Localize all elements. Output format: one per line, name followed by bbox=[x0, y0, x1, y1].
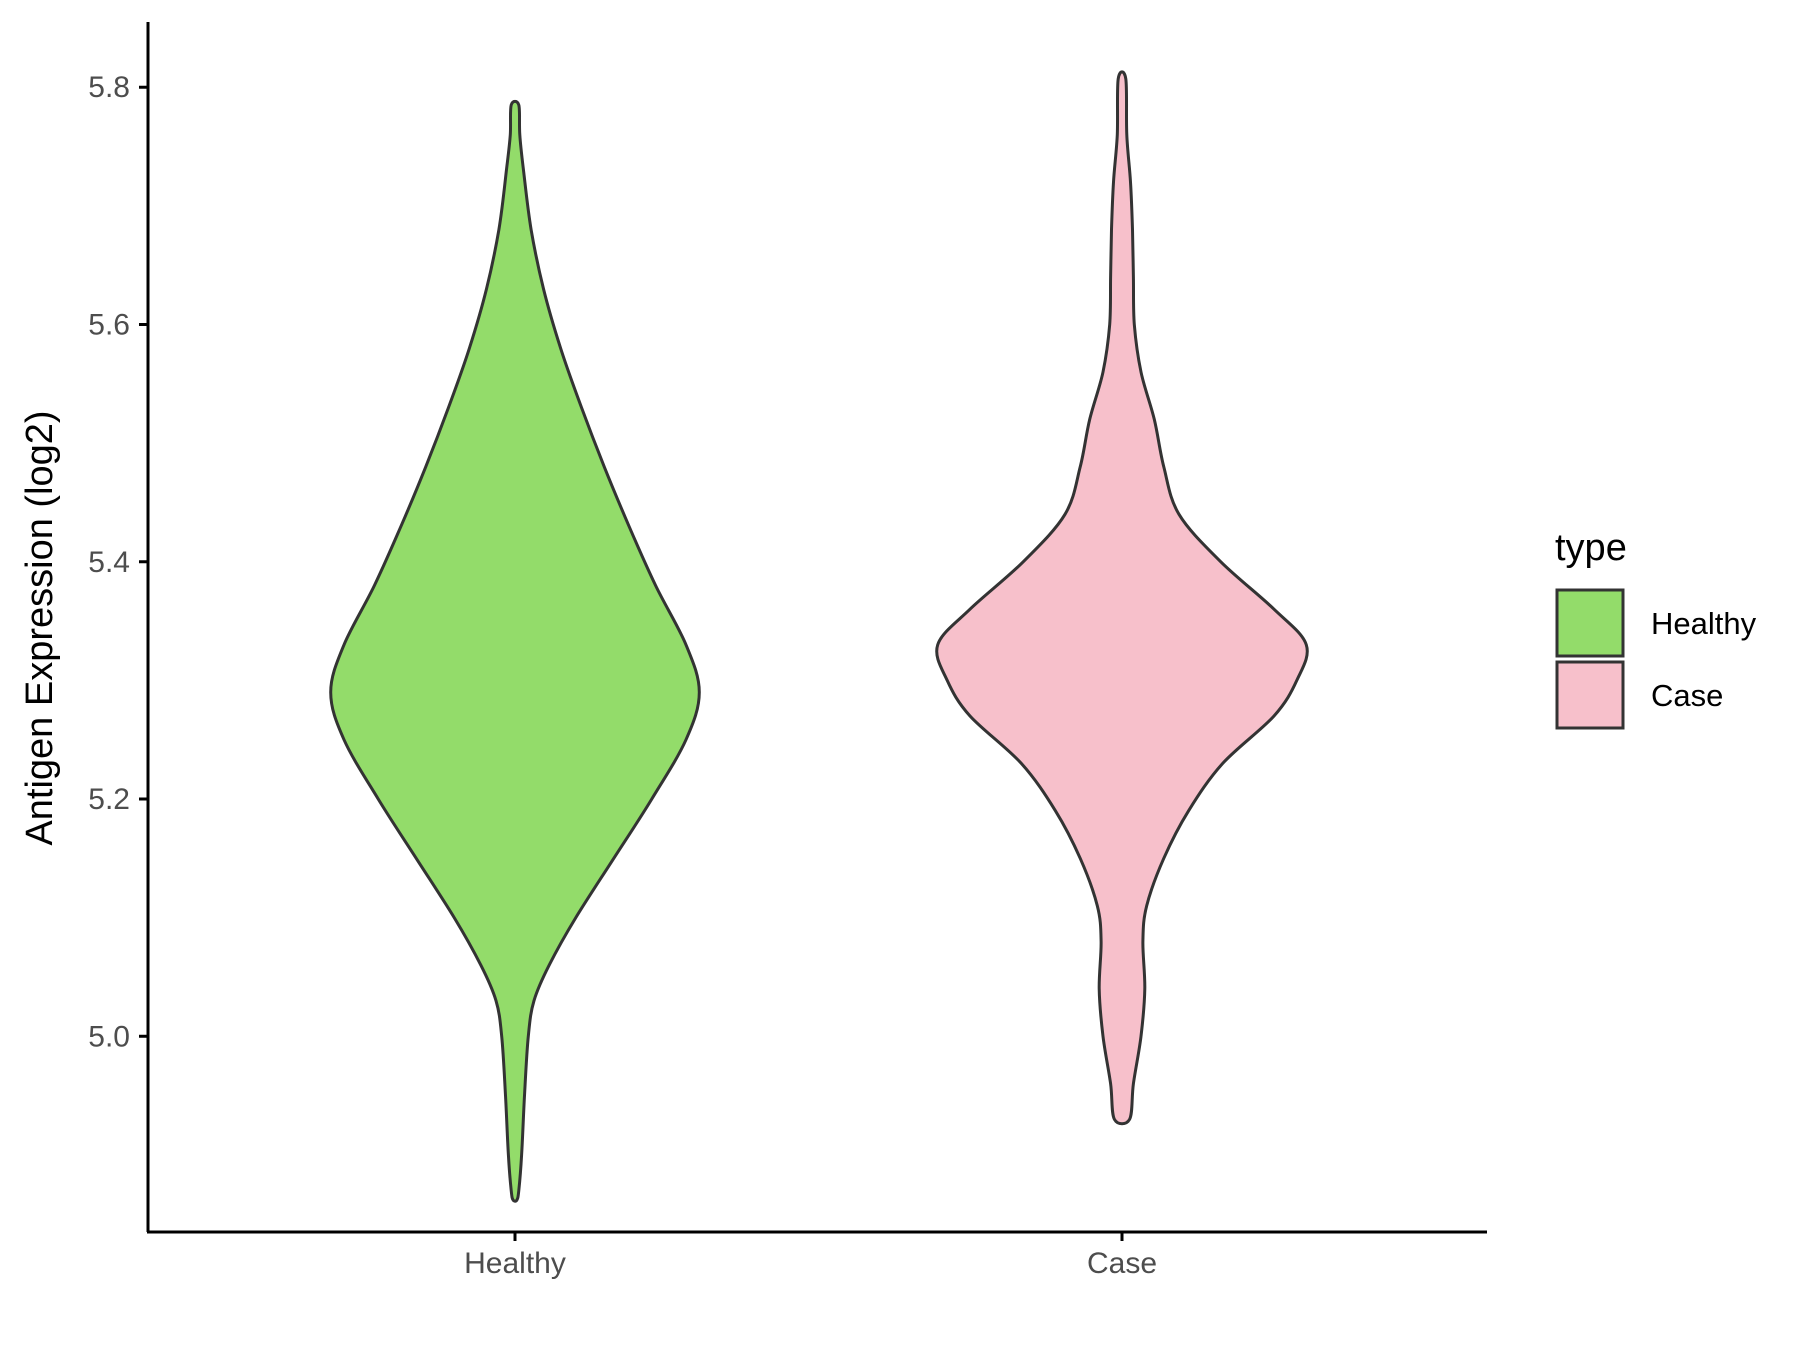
legend-swatch-case bbox=[1555, 660, 1625, 730]
y-ticks: 5.0 5.2 5.4 5.6 5.8 bbox=[88, 71, 148, 1053]
x-tick-label: Case bbox=[1087, 1247, 1157, 1280]
violin-healthy bbox=[329, 99, 701, 1203]
y-tick-label: 5.4 bbox=[88, 546, 130, 579]
y-tick-label: 5.6 bbox=[88, 309, 130, 342]
legend-label-healthy: Healthy bbox=[1651, 606, 1757, 641]
y-tick-label: 5.8 bbox=[88, 71, 130, 104]
legend-title: type bbox=[1555, 527, 1627, 569]
x-tick-label: Healthy bbox=[464, 1247, 566, 1280]
legend-swatch-healthy bbox=[1555, 588, 1625, 658]
legend: type Healthy Case bbox=[1555, 527, 1757, 730]
violin-case bbox=[935, 70, 1309, 1126]
y-axis-title: Antigen Expression (log2) bbox=[19, 410, 61, 845]
x-ticks: Healthy Case bbox=[464, 1232, 1157, 1280]
violins-layer bbox=[329, 70, 1309, 1203]
y-tick-label: 5.2 bbox=[88, 783, 130, 816]
legend-label-case: Case bbox=[1651, 678, 1723, 713]
axes-layer bbox=[146, 22, 1487, 1234]
y-tick-label: 5.0 bbox=[88, 1020, 130, 1053]
